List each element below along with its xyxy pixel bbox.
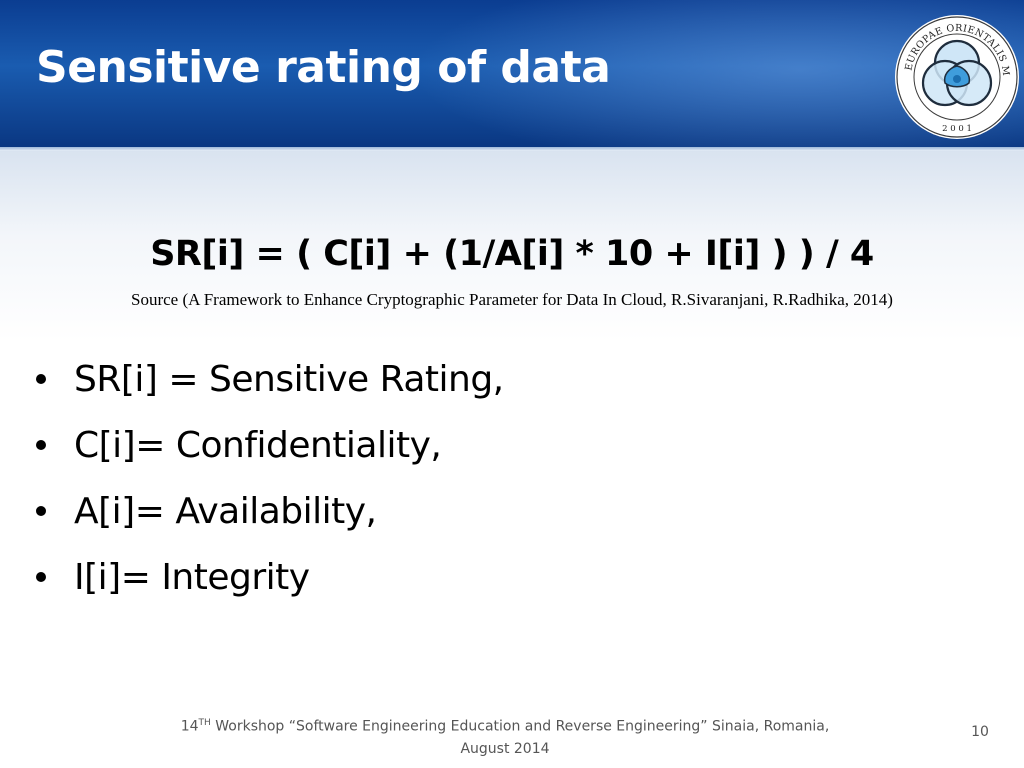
bullet-text: SR[i] = Sensitive Rating, xyxy=(74,359,504,400)
bullet-text: I[i]= Integrity xyxy=(74,557,310,598)
footer-event: Workshop “Software Engineering Education… xyxy=(210,718,830,735)
university-seal-icon: UNIVERSITAS EUROPAE ORIENTALIS MERIDIONA… xyxy=(893,13,1019,139)
footer-ordinal: 14 xyxy=(180,718,199,735)
page-number: 10 xyxy=(971,724,989,740)
title-bar: Sensitive rating of data UNIVERSITAS EUR… xyxy=(0,0,1024,147)
footer-line-1: 14TH Workshop “Software Engineering Educ… xyxy=(150,712,860,738)
formula-band xyxy=(0,151,1024,341)
bullet-icon xyxy=(36,374,46,384)
list-item: C[i]= Confidentiality, xyxy=(34,422,504,488)
list-item: SR[i] = Sensitive Rating, xyxy=(34,356,504,422)
bullet-icon xyxy=(36,440,46,450)
source-citation: Source (A Framework to Enhance Cryptogra… xyxy=(131,290,893,309)
footer-line-2: August 2014 xyxy=(460,740,550,757)
bullet-text: C[i]= Confidentiality, xyxy=(74,425,442,466)
svg-text:2 0 0 1: 2 0 0 1 xyxy=(942,124,972,134)
bullet-icon xyxy=(36,506,46,516)
list-item: A[i]= Availability, xyxy=(34,488,504,554)
bullet-icon xyxy=(36,572,46,582)
title-underline xyxy=(0,147,1024,151)
list-item: I[i]= Integrity xyxy=(34,554,504,620)
slide-title: Sensitive rating of data xyxy=(36,42,611,93)
bullet-text: A[i]= Availability, xyxy=(74,491,377,532)
footer-ordinal-suffix: TH xyxy=(198,718,211,728)
footer: 14TH Workshop “Software Engineering Educ… xyxy=(150,712,860,760)
formula: SR[i] = ( C[i] + (1/A[i] * 10 + I[i] ) )… xyxy=(150,234,874,274)
definition-list: SR[i] = Sensitive Rating, C[i]= Confiden… xyxy=(34,356,504,620)
